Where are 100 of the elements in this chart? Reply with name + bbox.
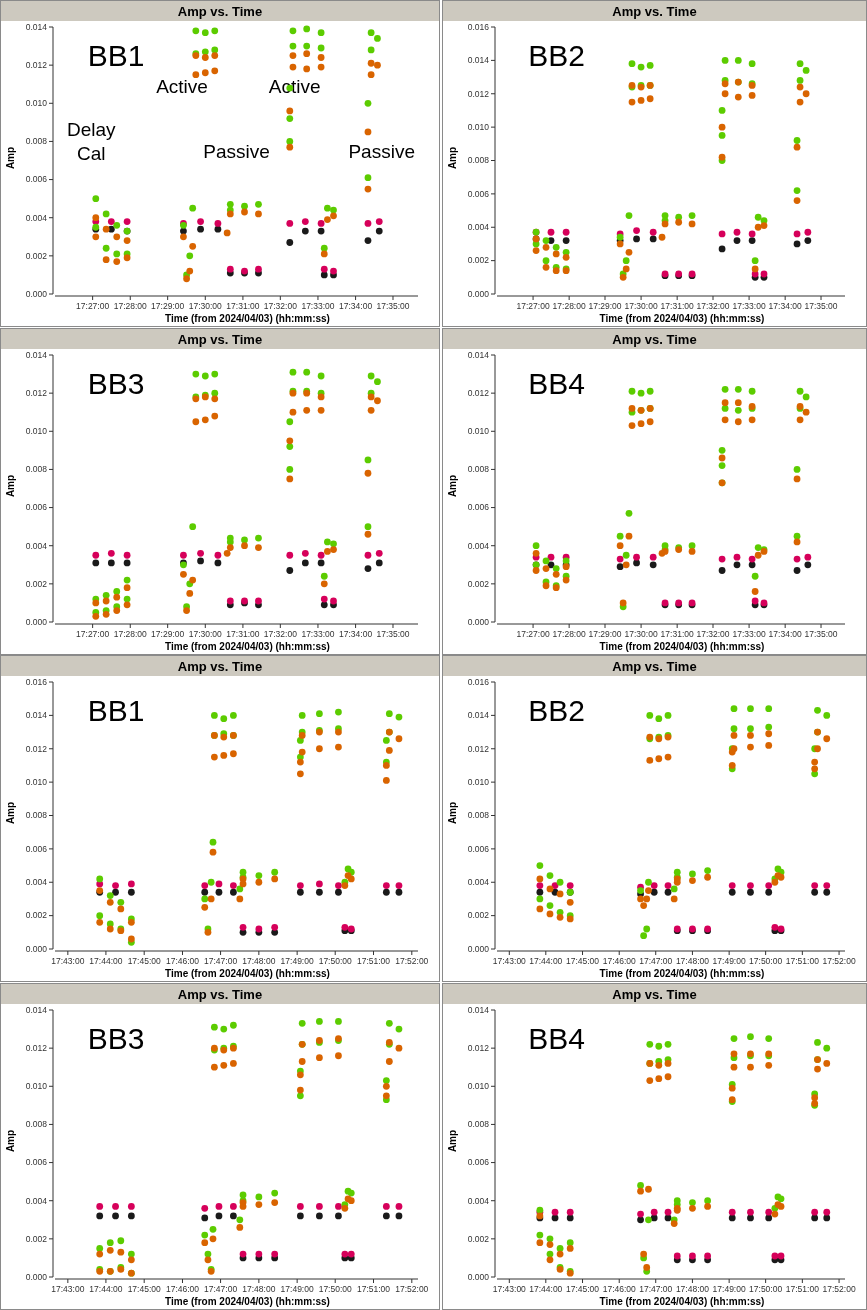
x-tick-label: 17:48:00: [675, 956, 710, 966]
y-tick-label: 0.008: [467, 810, 490, 821]
x-tick-label: 17:44:00: [529, 1284, 563, 1294]
y-tick-label: 0.008: [25, 810, 48, 821]
annotation: Delay Cal: [67, 119, 117, 165]
y-tick-label: 0.000: [467, 1271, 490, 1282]
y-tick-label: 0.008: [25, 1119, 48, 1130]
y-tick-label: 0.010: [25, 776, 48, 787]
x-tick-label: 17:47:00: [639, 956, 673, 966]
y-tick-label: 0.002: [25, 250, 48, 261]
x-tick-label: 17:48:00: [242, 956, 276, 966]
x-tick-label: 17:34:00: [768, 301, 802, 311]
y-tick-label: 0.006: [467, 843, 490, 854]
x-tick-label: 17:50:00: [318, 1284, 353, 1294]
x-tick-label: 17:33:00: [301, 629, 335, 639]
chart-title: Amp vs. Time: [612, 987, 697, 1002]
x-axis-title: Time (from 2024/04/03) (hh:mm:ss): [599, 313, 765, 324]
y-tick-label: 0.012: [25, 743, 48, 754]
annotation: BB1: [87, 693, 145, 727]
y-axis-title: Amp: [5, 1129, 16, 1153]
y-tick-label: 0.004: [467, 877, 490, 888]
x-tick-label: 17:50:00: [749, 1284, 783, 1294]
x-tick-label: 17:33:00: [732, 629, 766, 639]
y-tick-label: 0.000: [25, 943, 48, 954]
x-tick-label: 17:43:00: [492, 956, 527, 966]
annotation: Passive: [203, 141, 270, 162]
annotation: BB4: [528, 366, 586, 400]
x-tick-label: 17:52:00: [395, 956, 429, 966]
y-tick-label: 0.000: [467, 288, 490, 299]
x-axis-title: Time (from 2024/04/03) (hh:mm:ss): [599, 1296, 765, 1307]
y-tick-label: 0.000: [467, 616, 490, 627]
annotation: BB3: [87, 366, 145, 400]
y-tick-label: 0.010: [25, 426, 48, 437]
x-tick-label: 17:46:00: [602, 956, 637, 966]
y-tick-label: 0.016: [25, 676, 48, 687]
x-tick-label: 17:29:00: [588, 301, 622, 311]
y-tick-label: 0.004: [25, 540, 48, 551]
x-tick-label: 17:45:00: [127, 956, 162, 966]
y-axis-title: Amp: [447, 474, 458, 498]
x-tick-label: 17:48:00: [242, 1284, 276, 1294]
y-tick-label: 0.004: [25, 212, 48, 223]
x-tick-label: 17:29:00: [151, 301, 185, 311]
x-tick-label: 17:28:00: [552, 301, 586, 311]
y-tick-label: 0.014: [25, 21, 48, 32]
x-tick-label: 17:30:00: [188, 301, 223, 311]
y-tick-label: 0.012: [25, 59, 48, 70]
x-tick-label: 17:47:00: [204, 956, 238, 966]
x-tick-label: 17:50:00: [318, 956, 353, 966]
y-tick-label: 0.012: [467, 88, 490, 99]
x-axis-title: Time (from 2024/04/03) (hh:mm:ss): [599, 968, 765, 979]
x-tick-label: 17:29:00: [151, 629, 185, 639]
x-tick-label: 17:45:00: [565, 956, 600, 966]
y-tick-label: 0.014: [467, 349, 490, 360]
y-axis-title: Amp: [447, 801, 458, 825]
x-tick-label: 17:28:00: [113, 301, 148, 311]
annotation: BB2: [528, 693, 586, 727]
x-tick-label: 17:32:00: [263, 301, 298, 311]
y-tick-label: 0.008: [467, 464, 490, 475]
y-tick-label: 0.006: [25, 843, 48, 854]
x-tick-label: 17:50:00: [749, 956, 783, 966]
y-tick-label: 0.008: [25, 464, 48, 475]
y-axis-title: Amp: [5, 146, 16, 170]
x-tick-label: 17:30:00: [624, 629, 658, 639]
y-axis-title: Amp: [447, 146, 458, 170]
y-tick-label: 0.010: [467, 121, 490, 132]
x-tick-label: 17:27:00: [516, 629, 550, 639]
x-tick-label: 17:51:00: [356, 1284, 391, 1294]
chart-title: Amp vs. Time: [612, 659, 697, 674]
y-tick-label: 0.002: [25, 578, 48, 589]
x-tick-label: 17:32:00: [696, 629, 730, 639]
x-tick-label: 17:43:00: [51, 1284, 85, 1294]
y-axis-title: Amp: [5, 474, 16, 498]
x-tick-label: 17:34:00: [339, 629, 373, 639]
y-tick-label: 0.004: [467, 540, 490, 551]
y-tick-label: 0.016: [467, 21, 490, 32]
x-tick-label: 17:49:00: [712, 1284, 746, 1294]
x-tick-label: 17:47:00: [204, 1284, 238, 1294]
y-tick-label: 0.010: [467, 776, 490, 787]
x-tick-label: 17:51:00: [356, 956, 391, 966]
y-tick-label: 0.006: [467, 188, 490, 199]
y-tick-label: 0.010: [467, 426, 490, 437]
x-tick-label: 17:30:00: [188, 629, 223, 639]
y-tick-label: 0.014: [25, 1004, 48, 1015]
y-tick-label: 0.002: [467, 910, 490, 921]
y-tick-label: 0.002: [25, 910, 48, 921]
y-tick-label: 0.008: [467, 155, 490, 166]
x-tick-label: 17:31:00: [660, 629, 694, 639]
y-tick-label: 0.012: [467, 387, 490, 398]
x-tick-label: 17:48:00: [675, 1284, 710, 1294]
x-axis-title: Time (from 2024/04/03) (hh:mm:ss): [165, 641, 330, 652]
x-tick-label: 17:51:00: [785, 1284, 820, 1294]
y-tick-label: 0.012: [467, 1042, 490, 1053]
annotation: BB1: [87, 38, 145, 72]
y-tick-label: 0.006: [467, 1157, 490, 1168]
y-tick-label: 0.008: [25, 136, 48, 147]
x-tick-label: 17:43:00: [492, 1284, 527, 1294]
x-tick-label: 17:33:00: [732, 301, 766, 311]
annotation: Passive: [348, 141, 415, 162]
x-tick-label: 17:47:00: [639, 1284, 673, 1294]
y-tick-label: 0.010: [467, 1081, 490, 1092]
